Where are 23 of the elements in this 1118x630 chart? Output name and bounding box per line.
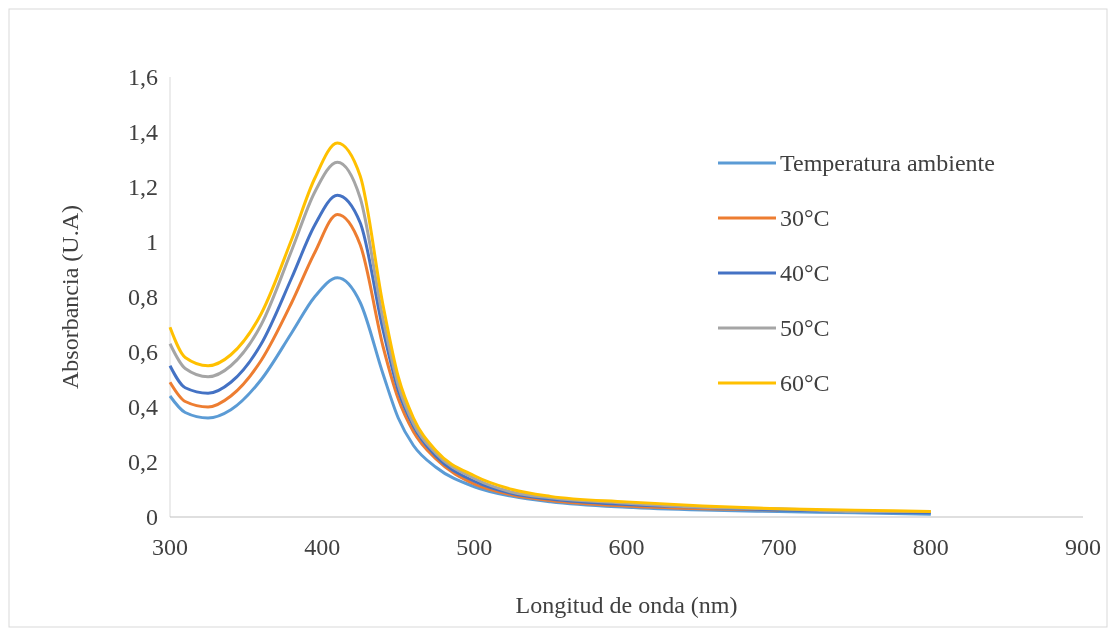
y-tick-label: 0,8 bbox=[128, 284, 158, 311]
x-tick-label: 400 bbox=[304, 534, 341, 560]
y-tick-label: 1,4 bbox=[128, 119, 158, 146]
y-tick-label: 0 bbox=[146, 504, 158, 531]
y-tick-label: 0,4 bbox=[128, 394, 158, 421]
legend-label: 60°C bbox=[780, 370, 830, 397]
legend-label: Temperatura ambiente bbox=[780, 150, 995, 177]
y-axis-title: Absorbancia (U.A) bbox=[57, 205, 83, 389]
y-tick-label: 1,6 bbox=[128, 64, 158, 91]
y-tick-label: 0,2 bbox=[128, 449, 158, 476]
y-tick-label: 1,2 bbox=[128, 174, 158, 201]
x-tick-label: 300 bbox=[152, 534, 188, 560]
legend-label: 40°C bbox=[780, 260, 830, 287]
x-tick-label: 600 bbox=[608, 534, 645, 560]
x-axis-title: Longitud de onda (nm) bbox=[515, 592, 738, 618]
x-tick-label: 700 bbox=[760, 534, 797, 560]
legend-label: 30°C bbox=[780, 205, 830, 232]
x-tick-label: 500 bbox=[456, 534, 493, 560]
x-tick-label: 800 bbox=[912, 534, 949, 560]
x-tick-label: 900 bbox=[1065, 534, 1101, 560]
y-tick-label: 0,6 bbox=[128, 339, 158, 366]
y-tick-label: 1 bbox=[146, 229, 158, 256]
legend-label: 50°C bbox=[780, 315, 830, 342]
